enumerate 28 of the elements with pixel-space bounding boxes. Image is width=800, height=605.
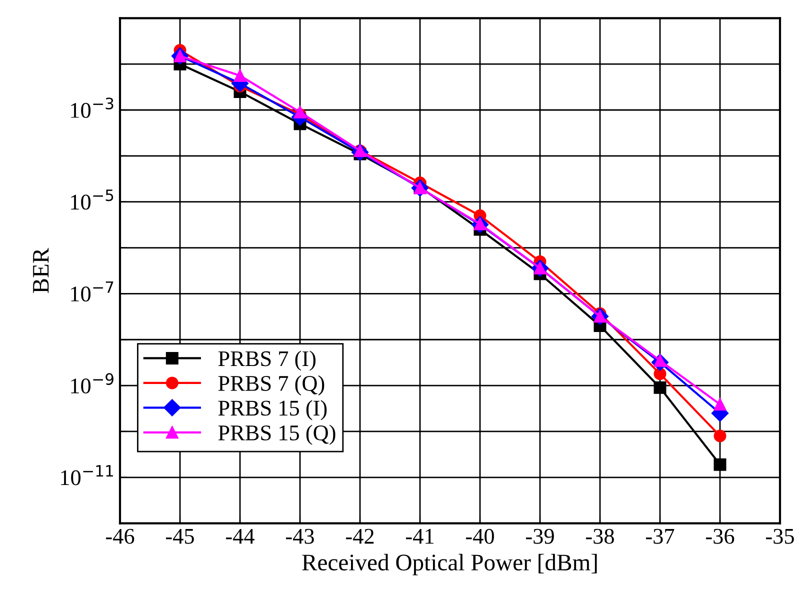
x-tick-label: -46 xyxy=(106,528,134,544)
y-tick-label: 10$^{−3}$ xyxy=(71,98,114,118)
legend-label: PRBS 7 (I) xyxy=(218,350,316,371)
x-tick-label: -43 xyxy=(286,528,314,544)
x-axis-title: Received Optical Power [dBm] xyxy=(302,554,597,576)
x-tick-label: -45 xyxy=(166,528,194,544)
legend-label: PRBS 15 (Q) xyxy=(218,424,336,445)
x-tick-label: -41 xyxy=(406,528,434,544)
legend-label: PRBS 7 (Q) xyxy=(218,375,324,396)
point xyxy=(714,398,726,411)
legend-label: PRBS 15 (I) xyxy=(218,400,327,420)
x-tick-label: -37 xyxy=(646,528,674,544)
point xyxy=(654,381,666,394)
point xyxy=(714,430,726,442)
x-tick-label: -44 xyxy=(226,528,254,544)
x-tick-label: -40 xyxy=(466,528,494,544)
point xyxy=(234,69,246,82)
point xyxy=(714,458,726,471)
x-tick-label: -39 xyxy=(526,528,554,544)
y-tick-label: 10$^{−7}$ xyxy=(71,281,114,302)
y-tick-label: 10$^{−11}$ xyxy=(61,465,113,486)
x-tick-label: -35 xyxy=(766,528,794,544)
y-axis-title: BER xyxy=(33,248,49,294)
y-tick-label: 10$^{−9}$ xyxy=(71,373,114,394)
x-tick-label: -38 xyxy=(586,528,614,544)
y-tick-label: 10$^{−5}$ xyxy=(71,190,114,210)
x-tick-label: -42 xyxy=(346,528,374,544)
x-tick-label: -36 xyxy=(706,528,734,544)
